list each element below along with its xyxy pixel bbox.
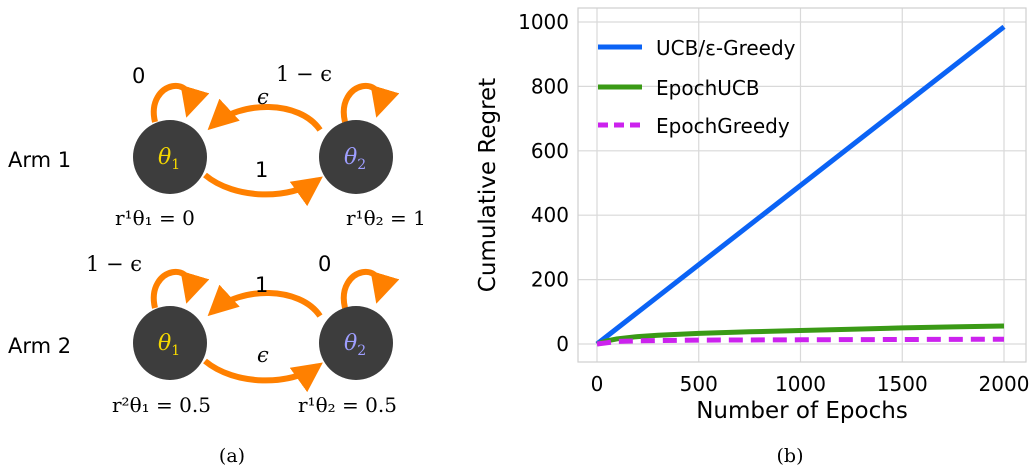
arm-1-theta1-self-loop: [150, 82, 210, 123]
x-tick-label: 0: [591, 372, 604, 396]
diagram-caption: (a): [219, 445, 245, 467]
x-tick-label: 500: [680, 372, 718, 396]
series-lines: [595, 24, 1006, 347]
arm-2-backward-edge: [207, 284, 323, 318]
legend-label-epochgreedy: EpochGreedy: [656, 114, 790, 138]
y-tick-label: 400: [531, 203, 569, 227]
arm-2-theta2-reward: r¹θ₂ = 0.5: [298, 393, 397, 417]
arm-1-theta1-loop-label: 0: [132, 64, 145, 88]
arm-2-forward-label: ϵ: [257, 343, 269, 367]
x-tick-label: 1000: [775, 372, 826, 396]
arm-2-theta2-loop-label: 0: [318, 252, 331, 276]
arm-1-backward-label: ϵ: [257, 85, 269, 109]
arm-2-theta2-node: [319, 306, 393, 380]
plot-frame: [577, 7, 1027, 363]
tick-labels: 0 500 1000 1500 2000 0 200 400 600 800 1000: [518, 10, 1029, 396]
diagram-panel: Arm 1 θ1 θ2 0 1 − ϵ ϵ 1 r¹θ₁ = 0 r¹θ₂ = …: [8, 62, 426, 467]
arm-2-backward-label: 1: [255, 273, 268, 297]
series-line-ucb-egreedy: [595, 24, 1006, 346]
x-tick-label: 2000: [979, 372, 1030, 396]
arm-2-label: Arm 2: [8, 334, 71, 358]
arm-1-forward-label: 1: [255, 158, 268, 182]
x-axis-label: Number of Epochs: [696, 398, 908, 424]
series-line-epochgreedy: [596, 336, 1005, 347]
arm-2-theta1-loop-label: 1 − ϵ: [86, 252, 142, 276]
arm-1-forward-edge: [203, 172, 323, 207]
arm-1-theta2-self-loop: [340, 82, 400, 123]
arm-2-theta2-self-loop: [340, 268, 400, 309]
arm-1-theta2-loop-label: 1 − ϵ: [276, 62, 332, 86]
arm-1-theta1-node: [133, 120, 207, 194]
y-tick-label: 200: [531, 268, 569, 292]
series-line-epochucb: [596, 323, 1005, 347]
chart-caption: (b): [777, 445, 804, 467]
arm-1-theta1-reward: r¹θ₁ = 0: [115, 206, 195, 230]
y-axis-label: Cumulative Regret: [475, 78, 501, 292]
y-tick-label: 1000: [518, 10, 569, 34]
y-tick-label: 0: [556, 332, 569, 356]
legend-label-ucb: UCB/ε-Greedy: [656, 36, 796, 60]
arm-1-theta2-reward: r¹θ₂ = 1: [346, 206, 426, 230]
arm-2-forward-edge: [203, 358, 323, 393]
arm-2-theta1-reward: r²θ₁ = 0.5: [112, 393, 211, 417]
legend: UCB/ε-Greedy EpochUCB EpochGreedy: [598, 36, 796, 138]
arm-2-theta1-node: [133, 306, 207, 380]
legend-label-epochucb: EpochUCB: [656, 76, 760, 100]
x-tick-label: 1500: [877, 372, 928, 396]
arm-1-label: Arm 1: [8, 148, 71, 172]
y-tick-label: 800: [531, 74, 569, 98]
arm-1-theta2-node: [319, 120, 393, 194]
y-tick-label: 600: [531, 139, 569, 163]
chart-panel: 0 500 1000 1500 2000 0 200 400 600 800 1000 Number…: [475, 7, 1029, 467]
arm-1-backward-edge: [207, 98, 323, 132]
arm-2-theta1-self-loop: [150, 268, 210, 309]
